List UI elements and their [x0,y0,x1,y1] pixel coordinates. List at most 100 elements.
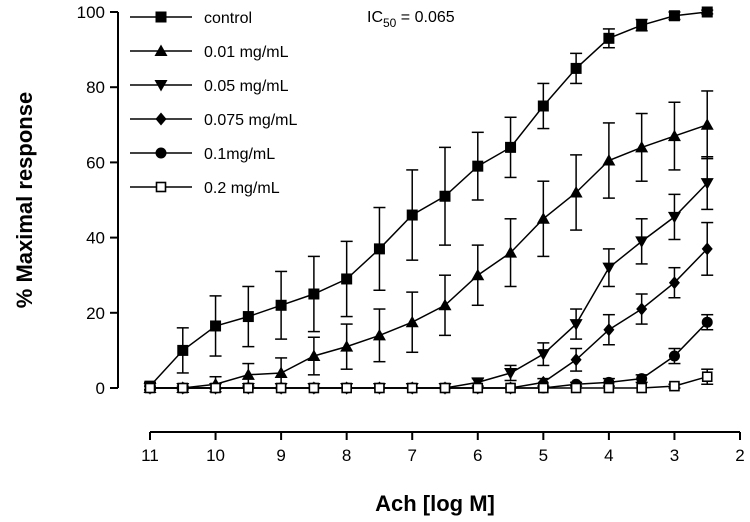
data-point [405,315,419,328]
data-point [438,298,452,311]
legend-item: 0.05 mg/mL [130,78,289,95]
data-point [243,382,254,394]
data-point [668,350,680,362]
data-point [372,328,386,341]
x-tick-label: 9 [276,446,285,465]
data-point [210,320,222,332]
x-tick-label: 2 [735,446,744,465]
legend-label: 0.2 mg/mL [204,180,280,197]
data-point [505,141,517,153]
y-tick-label: 40 [86,229,105,248]
data-point [505,382,516,394]
data-point [504,246,518,258]
data-point [439,190,451,202]
legend-item: 0.01 mg/mL [130,44,289,61]
x-axis: 11 10 9 8 7 6 5 4 3 2 [141,431,745,465]
data-point [570,382,582,394]
plot-area [143,6,714,395]
legend: control 0.01 mg/mL 0.05 mg/mL 0.075 mg/mL 0.… [130,10,297,197]
data-point [472,382,484,394]
series-line [150,248,708,389]
data-point [700,178,714,190]
data-point [274,366,288,378]
legend-item: control [130,10,252,27]
legend-marker [154,80,168,92]
data-point [406,209,418,221]
legend-marker [155,147,167,159]
data-point [308,382,320,394]
data-point [636,302,648,316]
data-point [667,211,681,224]
data-point [569,185,583,198]
data-point [340,340,354,352]
data-point [668,10,680,22]
data-point [569,319,583,331]
legend-item: 0.1mg/mL [130,146,275,163]
legend-label: 0.01 mg/mL [204,44,289,61]
data-point [603,32,615,44]
series-line [150,124,708,389]
legend-label: 0.05 mg/mL [204,78,289,95]
data-point [669,380,680,392]
x-tick-label: 5 [539,446,548,465]
legend-label: 0.075 mg/mL [204,112,297,129]
legend-label: control [204,10,252,27]
ic50-annotation: IC50 = 0.065 [367,9,455,30]
y-tick-label: 0 [96,379,105,398]
x-tick-label: 4 [604,446,613,465]
data-point [536,349,550,361]
data-point [635,140,649,153]
series-line [149,11,708,387]
data-point [242,311,254,323]
data-point [538,382,549,394]
data-point [341,273,353,285]
data-point [374,382,385,394]
x-tick-label: 7 [407,446,416,465]
data-point [701,242,713,256]
data-point [177,344,189,356]
data-point [603,323,615,337]
y-axis: 0 20 40 60 80 100 [77,3,119,398]
x-tick-label: 6 [473,446,482,465]
series-line [150,321,708,389]
data-point [701,316,713,328]
legend-marker [155,181,167,193]
data-point [537,100,549,112]
data-point [275,382,287,394]
data-point [635,236,649,248]
legend-label: 0.1mg/mL [204,146,275,163]
data-point [668,276,680,290]
series-line [150,375,708,389]
y-tick-label: 20 [86,304,105,323]
data-point [241,368,255,380]
legend-marker [155,11,167,23]
data-point [536,212,550,224]
y-axis-title: % Maximal response [12,92,37,308]
data-point [275,299,287,311]
series-1 [143,90,714,393]
y-tick-label: 60 [86,153,105,172]
data-point [472,160,484,172]
data-point [602,154,616,166]
data-point [471,268,485,281]
series-3 [144,221,714,395]
x-tick-label: 3 [670,446,679,465]
y-tick-label: 80 [86,78,105,97]
data-point [570,353,582,367]
data-point [701,6,713,18]
legend-item: 0.075 mg/mL [130,112,297,129]
legend-item: 0.2 mg/mL [130,180,280,197]
series-5 [144,368,714,394]
data-point [570,62,582,74]
data-point [210,382,221,394]
series-4 [144,313,714,394]
data-point [700,118,714,130]
data-point [667,129,681,142]
data-point [603,382,615,394]
data-point [307,349,321,362]
data-point [636,382,647,394]
x-axis-title: Ach [log M] [375,491,495,516]
data-point [504,367,518,380]
series-line [150,182,708,389]
